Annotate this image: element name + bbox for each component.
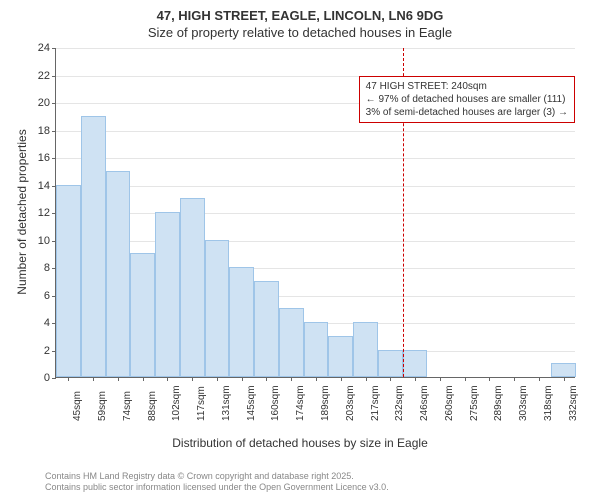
- y-axis-label: Number of detached properties: [15, 112, 29, 312]
- title-block: 47, HIGH STREET, EAGLE, LINCOLN, LN6 9DG…: [0, 0, 600, 40]
- footer-line1: Contains HM Land Registry data © Crown c…: [45, 471, 389, 483]
- x-tick-mark: [217, 377, 218, 381]
- x-tick-mark: [564, 377, 565, 381]
- footer-line2: Contains public sector information licen…: [45, 482, 389, 494]
- histogram-bar: [551, 363, 576, 377]
- grid-line: [56, 213, 575, 214]
- x-tick-mark: [93, 377, 94, 381]
- x-tick-mark: [514, 377, 515, 381]
- x-tick-label: 260sqm: [444, 385, 455, 421]
- x-tick-mark: [291, 377, 292, 381]
- histogram-bar: [180, 198, 205, 377]
- y-tick-label: 20: [38, 97, 56, 109]
- plot-area: 02468101214161820222445sqm59sqm74sqm88sq…: [55, 48, 575, 378]
- x-tick-mark: [316, 377, 317, 381]
- y-tick-label: 18: [38, 125, 56, 137]
- y-tick-label: 6: [44, 290, 56, 302]
- x-tick-label: 74sqm: [122, 391, 133, 421]
- y-tick-label: 2: [44, 345, 56, 357]
- x-tick-mark: [143, 377, 144, 381]
- x-tick-mark: [489, 377, 490, 381]
- histogram-bar: [81, 116, 106, 377]
- x-tick-label: 160sqm: [270, 385, 281, 421]
- annotation-box: 47 HIGH STREET: 240sqm← 97% of detached …: [359, 76, 575, 123]
- x-tick-mark: [192, 377, 193, 381]
- x-tick-mark: [68, 377, 69, 381]
- histogram-bar: [279, 308, 304, 377]
- x-tick-label: 318sqm: [543, 385, 554, 421]
- histogram-bar: [106, 171, 131, 377]
- y-tick-label: 14: [38, 180, 56, 192]
- x-tick-mark: [341, 377, 342, 381]
- x-tick-mark: [266, 377, 267, 381]
- grid-line: [56, 48, 575, 49]
- y-tick-label: 4: [44, 317, 56, 329]
- x-tick-label: 131sqm: [221, 385, 232, 421]
- x-tick-label: 275sqm: [469, 385, 480, 421]
- x-tick-label: 289sqm: [493, 385, 504, 421]
- x-tick-label: 189sqm: [320, 385, 331, 421]
- x-tick-label: 59sqm: [97, 391, 108, 421]
- grid-line: [56, 186, 575, 187]
- y-tick-label: 10: [38, 235, 56, 247]
- histogram-bar: [56, 185, 81, 378]
- histogram-bar: [155, 212, 180, 377]
- grid-line: [56, 241, 575, 242]
- grid-line: [56, 158, 575, 159]
- histogram-bar: [304, 322, 329, 377]
- histogram-bar: [205, 240, 230, 378]
- histogram-bar: [229, 267, 254, 377]
- x-tick-label: 332sqm: [568, 385, 579, 421]
- x-tick-label: 303sqm: [518, 385, 529, 421]
- x-tick-mark: [118, 377, 119, 381]
- histogram-bar: [353, 322, 378, 377]
- x-axis-label: Distribution of detached houses by size …: [0, 436, 600, 450]
- annotation-line: 47 HIGH STREET: 240sqm: [366, 80, 568, 93]
- x-tick-label: 217sqm: [370, 385, 381, 421]
- histogram-bar: [403, 350, 428, 378]
- annotation-line: ← 97% of detached houses are smaller (11…: [366, 93, 568, 106]
- x-tick-label: 45sqm: [72, 391, 83, 421]
- title-line1: 47, HIGH STREET, EAGLE, LINCOLN, LN6 9DG: [0, 8, 600, 23]
- annotation-line: 3% of semi-detached houses are larger (3…: [366, 106, 568, 119]
- x-tick-label: 145sqm: [246, 385, 257, 421]
- y-tick-label: 0: [44, 372, 56, 384]
- histogram-bar: [378, 350, 403, 378]
- x-tick-mark: [465, 377, 466, 381]
- x-tick-mark: [167, 377, 168, 381]
- histogram-bar: [130, 253, 155, 377]
- y-tick-label: 8: [44, 262, 56, 274]
- x-tick-label: 232sqm: [394, 385, 405, 421]
- x-tick-label: 174sqm: [295, 385, 306, 421]
- y-tick-label: 12: [38, 207, 56, 219]
- title-line2: Size of property relative to detached ho…: [0, 25, 600, 40]
- y-tick-label: 24: [38, 42, 56, 54]
- x-tick-label: 102sqm: [171, 385, 182, 421]
- footer-text: Contains HM Land Registry data © Crown c…: [45, 471, 389, 494]
- x-tick-label: 117sqm: [196, 386, 207, 421]
- x-tick-mark: [539, 377, 540, 381]
- x-tick-mark: [366, 377, 367, 381]
- grid-line: [56, 131, 575, 132]
- y-tick-label: 16: [38, 152, 56, 164]
- y-tick-label: 22: [38, 70, 56, 82]
- x-tick-label: 246sqm: [419, 385, 430, 421]
- chart-container: 47, HIGH STREET, EAGLE, LINCOLN, LN6 9DG…: [0, 0, 600, 500]
- x-tick-mark: [440, 377, 441, 381]
- x-tick-label: 203sqm: [345, 385, 356, 421]
- x-tick-mark: [242, 377, 243, 381]
- x-tick-label: 88sqm: [147, 391, 158, 421]
- x-tick-mark: [415, 377, 416, 381]
- histogram-bar: [328, 336, 353, 377]
- histogram-bar: [254, 281, 279, 377]
- x-tick-mark: [390, 377, 391, 381]
